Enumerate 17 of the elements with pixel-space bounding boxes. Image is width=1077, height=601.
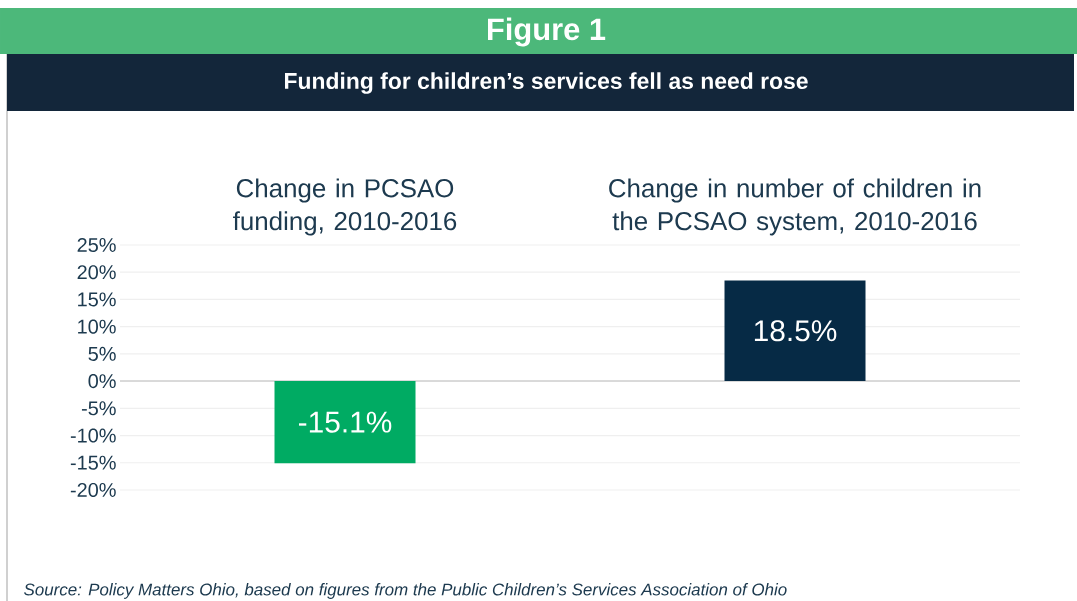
y-tick-label: 20%: [77, 265, 116, 280]
x-tick-label: Change in number of children in the PCSAO system, 2010-2016: [609, 178, 981, 236]
y-tick-label: 10%: [78, 319, 116, 334]
data-label: -15.1%: [298, 411, 392, 433]
x-tick-label: Change in PCSAO funding, 2010-2016: [233, 178, 457, 236]
y-tick-label: -20%: [70, 482, 116, 498]
y-tick-label: -15%: [70, 455, 116, 470]
chart-subtitle: Funding for children’s services fell as need rose: [285, 72, 808, 94]
data-label: 18.5%: [754, 320, 837, 342]
chart-title: Figure 1: [488, 17, 606, 47]
y-tick-label: 5%: [88, 346, 116, 361]
y-tick-label: 15%: [78, 292, 116, 307]
y-tick-label: -5%: [81, 401, 116, 416]
y-tick-label: 25%: [77, 237, 116, 253]
y-tick-label: 0%: [88, 374, 116, 389]
y-tick-label: -10%: [70, 428, 116, 443]
source-note: Source: Policy Matters Ohio, based on figures from the Public Children’s Services Association of Ohio: [24, 583, 787, 599]
